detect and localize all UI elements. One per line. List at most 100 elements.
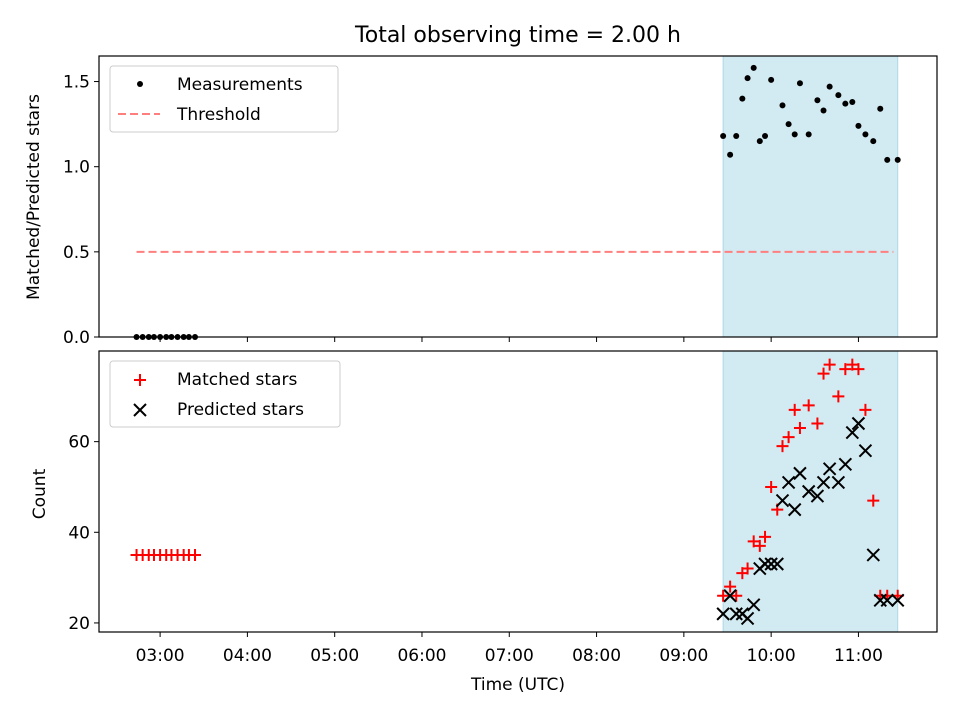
matched-star-point xyxy=(782,431,795,444)
predicted-star-point xyxy=(793,466,807,481)
matched-star-point xyxy=(747,535,760,548)
bottom-legend: Matched stars Predicted stars xyxy=(109,360,341,428)
matched-star-point xyxy=(802,399,815,412)
matched-star-point xyxy=(823,358,836,371)
measurement-point xyxy=(814,97,821,104)
top-ytick-label: 0.0 xyxy=(63,328,90,348)
predicted-star-point xyxy=(816,475,831,490)
xtick-label: 11:00 xyxy=(834,646,883,666)
measurement-point xyxy=(720,133,727,140)
matched-star-point xyxy=(846,358,859,371)
matched-star-point xyxy=(724,580,737,593)
measurement-point xyxy=(894,156,901,163)
matched-star-point xyxy=(867,494,880,507)
predicted-star-point xyxy=(822,462,837,476)
measurement-point xyxy=(779,102,786,109)
measurement-point xyxy=(791,131,798,138)
predicted-star-point xyxy=(810,489,825,503)
measurement-point xyxy=(739,95,746,102)
measurement-point xyxy=(877,105,884,112)
legend-matched-label: Matched stars xyxy=(177,370,297,390)
bottom-panel: 20 40 60 Count Matched stars Predicted sta… xyxy=(30,350,938,634)
predicted-star-point xyxy=(729,607,743,621)
predicted-star-point xyxy=(788,502,802,517)
xtick-label: 04:00 xyxy=(223,646,272,666)
matched-star-point xyxy=(839,363,852,376)
matched-star-point xyxy=(859,403,872,416)
predicted-star-point xyxy=(746,598,761,612)
predicted-star-point xyxy=(891,593,905,607)
matched-star-point xyxy=(776,440,789,453)
predicted-star-point xyxy=(838,457,853,472)
bottom-legend-box xyxy=(109,360,341,428)
top-axes-frame xyxy=(98,55,938,338)
matched-star-point xyxy=(741,562,754,575)
predicted-star-point xyxy=(831,475,846,490)
measurement-point xyxy=(842,100,849,107)
bottom-ytick-label: 40 xyxy=(68,523,90,543)
matched-star-point xyxy=(759,530,772,543)
matched-star-point xyxy=(788,403,801,416)
top-shaded-span xyxy=(722,55,899,338)
predicted-star-point xyxy=(866,548,880,562)
matched-star-point xyxy=(717,589,730,602)
predicted-star-point xyxy=(723,589,737,603)
legend-predicted-marker xyxy=(133,403,147,417)
bottom-axes-frame xyxy=(98,350,938,633)
measurement-point xyxy=(762,133,769,140)
measurement-point xyxy=(768,76,775,83)
matched-star-point xyxy=(852,363,865,376)
top-ylabel: Matched/Predicted stars xyxy=(24,94,44,300)
measurement-point xyxy=(826,83,833,90)
top-legend-box xyxy=(109,65,339,133)
matched-star-point xyxy=(793,422,806,435)
measurement-point xyxy=(870,138,877,145)
predicted-star-point xyxy=(764,557,778,571)
measurement-point xyxy=(785,121,792,128)
legend-predicted-label: Predicted stars xyxy=(177,400,304,420)
predicted-star-point xyxy=(845,425,860,440)
measurement-point xyxy=(862,131,869,138)
xtick-label: 07:00 xyxy=(485,646,534,666)
legend-threshold-label: Threshold xyxy=(176,105,261,125)
predicted-star-point xyxy=(740,611,755,626)
measurement-point xyxy=(750,64,757,71)
legend-matched-marker xyxy=(134,374,146,386)
x-axis-ticks: 03:00 04:00 05:00 06:00 07:00 08:00 09:00 10:00… xyxy=(136,337,883,666)
top-ytick-label: 1.5 xyxy=(63,73,90,93)
predicted-star-point xyxy=(758,557,772,571)
matched-star-point xyxy=(753,539,766,552)
xtick-label: 08:00 xyxy=(572,646,621,666)
matched-star-point xyxy=(832,390,845,403)
bottom-shaded-span xyxy=(722,350,899,633)
xtick-label: 05:00 xyxy=(310,646,359,666)
matched-star-point xyxy=(189,548,202,561)
predicted-star-point xyxy=(781,475,796,490)
predicted-star-point xyxy=(770,557,784,571)
measurement-point xyxy=(884,156,891,163)
predicted-star-point xyxy=(716,607,730,621)
predicted-star-point xyxy=(858,444,873,458)
matched-star-point xyxy=(811,417,824,430)
xtick-label: 06:00 xyxy=(397,646,446,666)
predicted-star-point xyxy=(880,593,894,607)
measurement-point xyxy=(796,80,803,87)
measurement-point xyxy=(733,133,740,140)
top-ytick-label: 0.5 xyxy=(63,243,90,263)
measurement-point xyxy=(805,131,812,138)
xtick-label: 10:00 xyxy=(747,646,796,666)
bottom-ytick-label: 20 xyxy=(68,614,90,634)
bottom-ylabel: Count xyxy=(30,468,50,519)
measurement-point xyxy=(756,138,763,145)
measurement-point xyxy=(855,122,862,129)
legend-measurements-marker xyxy=(137,81,143,87)
matched-star-point xyxy=(765,480,778,493)
legend-measurements-label: Measurements xyxy=(177,75,303,95)
measurement-point xyxy=(744,75,751,82)
figure-title: Total observing time = 2.00 h xyxy=(354,23,681,48)
top-ytick-label: 1.0 xyxy=(63,158,90,178)
matched-star-point xyxy=(730,589,743,602)
predicted-star-point xyxy=(851,416,866,431)
measurement-point xyxy=(820,107,827,114)
